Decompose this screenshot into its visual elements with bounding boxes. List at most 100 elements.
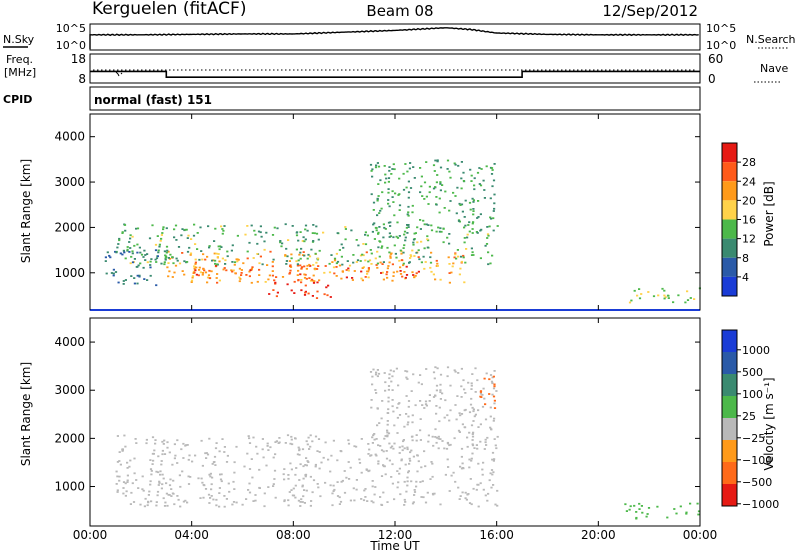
heat-cell <box>273 226 276 229</box>
heat-cell <box>196 232 199 234</box>
heat-cell <box>436 174 439 176</box>
heat-cell <box>416 241 419 244</box>
heat-cell <box>404 463 407 466</box>
heat-cell <box>378 255 381 258</box>
heat-cell <box>135 227 138 230</box>
heat-cell <box>383 226 386 229</box>
heat-cell <box>471 228 474 230</box>
heat-cell <box>133 244 136 247</box>
heat-cell <box>664 296 667 299</box>
heat-cell <box>312 479 316 482</box>
heat-cell <box>647 507 651 509</box>
heat-cell <box>248 270 251 273</box>
heat-cell <box>338 496 341 499</box>
heat-cell <box>435 384 439 387</box>
heat-cell <box>434 278 437 281</box>
heat-cell <box>398 402 401 404</box>
heat-cell <box>306 264 309 267</box>
heat-cell <box>163 505 167 507</box>
heat-cell <box>437 435 440 438</box>
freq-right-tick-top: 60 <box>708 52 723 66</box>
heat-cell <box>493 402 496 405</box>
heat-cell <box>412 238 416 241</box>
heat-cell <box>446 159 450 162</box>
heat-cell <box>390 380 393 383</box>
heat-cell <box>377 183 380 185</box>
heat-cell <box>324 265 327 267</box>
heat-cell <box>216 281 219 284</box>
heat-cell <box>224 259 227 262</box>
heat-cell <box>376 266 379 269</box>
heat-cell <box>471 251 474 254</box>
heat-cell <box>295 260 298 263</box>
heat-cell <box>448 209 451 212</box>
heat-cell <box>347 461 350 463</box>
heat-cell <box>391 263 394 266</box>
heat-cell <box>446 366 450 369</box>
heat-cell <box>248 275 251 278</box>
heat-cell <box>374 389 377 391</box>
heat-cell <box>489 472 492 475</box>
heat-cell <box>364 231 367 234</box>
heat-cell <box>254 499 257 502</box>
heat-cell <box>173 503 176 506</box>
heat-cell <box>436 159 439 162</box>
heat-cell <box>413 494 416 496</box>
heat-cell <box>341 270 344 273</box>
heat-cell <box>218 505 221 508</box>
heat-cell <box>414 404 417 407</box>
heat-cell <box>159 239 162 242</box>
heat-cell <box>261 438 264 440</box>
heat-cell <box>214 259 217 262</box>
heat-cell <box>411 435 414 438</box>
heat-cell <box>472 221 475 223</box>
heat-cell <box>250 458 253 460</box>
heat-cell <box>473 415 476 418</box>
heat-cell <box>419 439 422 441</box>
heat-cell <box>481 473 484 476</box>
heat-cell <box>385 457 389 460</box>
heat-cell <box>232 480 235 483</box>
heat-cell <box>244 233 247 236</box>
heat-cell <box>455 418 458 421</box>
heat-cell <box>296 263 299 266</box>
heat-cell <box>371 230 374 233</box>
heat-cell <box>241 503 244 506</box>
heat-cell <box>233 488 236 490</box>
heat-cell <box>361 267 364 269</box>
heat-cell <box>456 186 459 189</box>
heat-cell <box>393 214 396 217</box>
heat-cell <box>393 498 396 501</box>
heat-cell <box>353 270 356 272</box>
heat-cell <box>216 256 219 258</box>
heat-cell <box>222 229 225 232</box>
heat-cell <box>194 263 197 265</box>
heat-cell <box>155 284 158 287</box>
heat-cell <box>263 240 266 243</box>
heat-cell <box>226 250 229 253</box>
heat-cell <box>248 437 251 440</box>
heat-cell <box>464 491 467 494</box>
heat-cell <box>393 442 396 445</box>
heat-cell <box>413 276 416 278</box>
heat-cell <box>335 252 338 255</box>
heat-cell <box>132 501 136 503</box>
heat-cell <box>256 242 259 245</box>
heat-cell <box>376 199 379 202</box>
heat-cell <box>122 487 125 489</box>
heat-cell <box>193 267 196 270</box>
heat-cell <box>474 391 477 393</box>
heat-cell <box>208 269 211 272</box>
heat-cell <box>415 272 418 275</box>
heat-cell <box>288 271 292 274</box>
heat-cell <box>141 488 144 491</box>
heat-cell <box>194 258 197 261</box>
heat-cell <box>330 454 333 457</box>
heat-cell <box>150 258 153 260</box>
heat-cell <box>431 435 434 438</box>
heat-cell <box>463 226 466 229</box>
heat-cell <box>272 483 275 485</box>
heat-cell <box>158 482 161 484</box>
heat-cell <box>444 190 447 193</box>
